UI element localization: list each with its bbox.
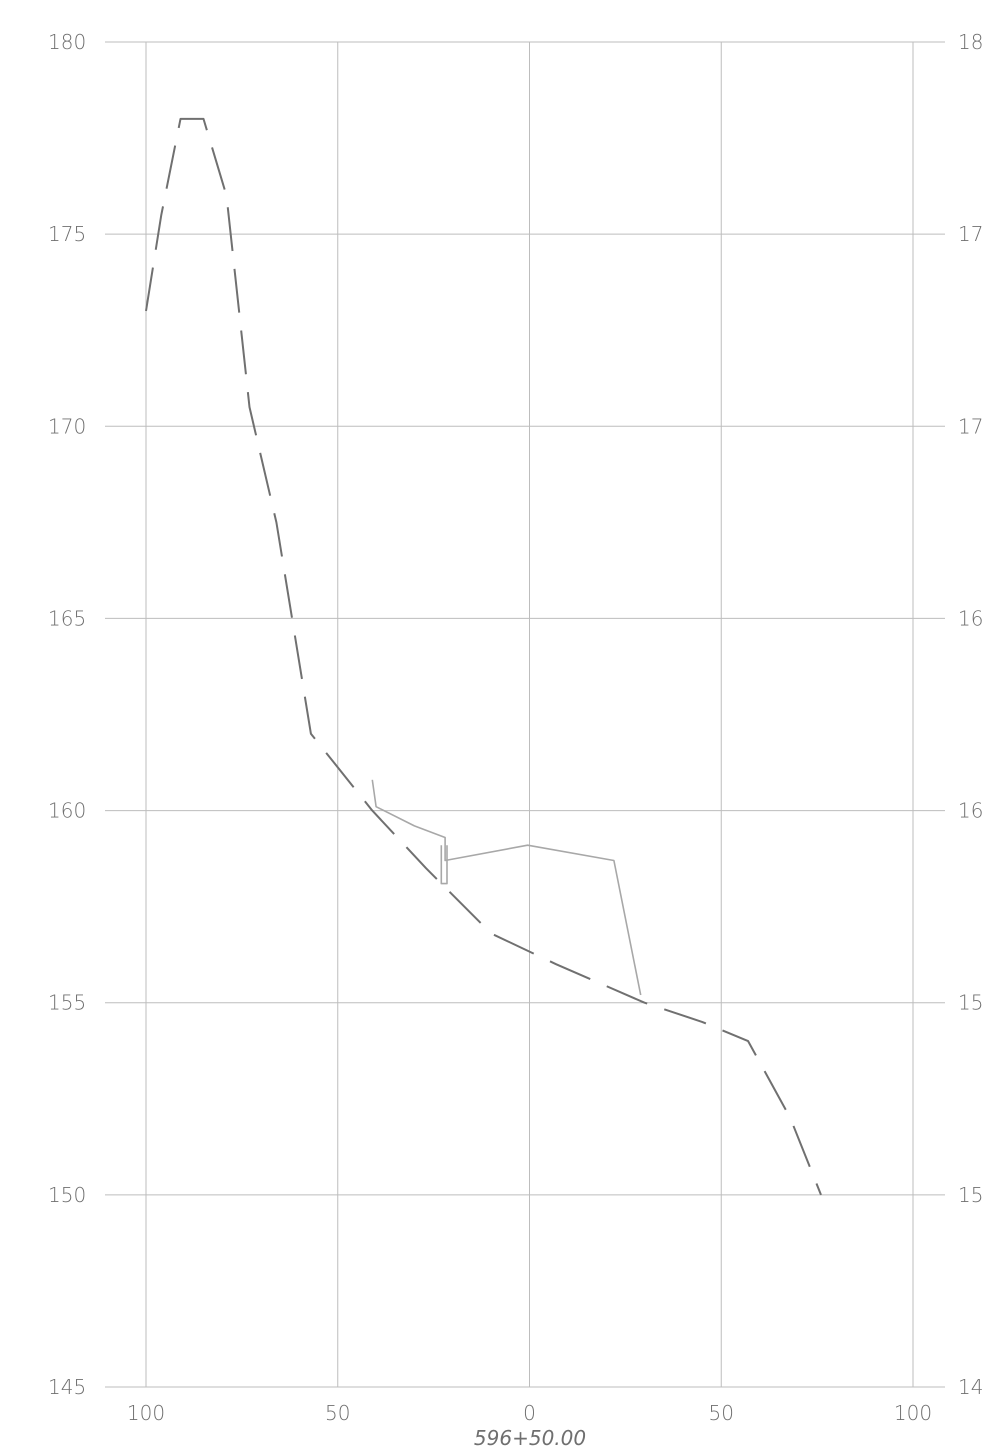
y-tick-label-left: 150: [48, 1183, 86, 1207]
x-tick-label: 0: [523, 1401, 536, 1425]
y-tick-label-left: 165: [48, 606, 86, 630]
x-axis-labels: 100 50 0 50 100: [127, 1401, 932, 1425]
y-tick-label-right: 16: [958, 799, 983, 823]
y-tick-label-left: 180: [48, 30, 86, 54]
y-tick-label-right: 15: [958, 991, 983, 1015]
y-tick-label-right: 16: [958, 606, 983, 630]
y-tick-label-right: 17: [958, 222, 983, 246]
proposed-section-line: [440, 845, 448, 885]
y-tick-label-left: 175: [48, 222, 86, 246]
x-tick-label: 50: [709, 1401, 734, 1425]
y-tick-label-left: 160: [48, 799, 86, 823]
y-tick-label-right: 17: [958, 414, 983, 438]
y-tick-label-left: 170: [48, 414, 86, 438]
proposed-section-line: [371, 779, 642, 996]
y-tick-label-left: 145: [48, 1375, 86, 1399]
ground-profile-dashed-line: [145, 117, 822, 1196]
series-layer: [145, 117, 822, 1196]
x-tick-label: 100: [127, 1401, 165, 1425]
y-axis-left-labels: 145 150 155 160 165 170 175 180: [48, 30, 86, 1399]
x-tick-label: 50: [325, 1401, 350, 1425]
y-tick-label-right: 14: [958, 1375, 983, 1399]
y-axis-right-labels: 14 15 15 16 16 17 17 18: [958, 30, 983, 1399]
station-label: 596+50.00: [474, 1426, 586, 1450]
y-tick-label-right: 15: [958, 1183, 983, 1207]
y-tick-label-left: 155: [48, 991, 86, 1015]
grid-layer: [105, 41, 945, 1388]
y-tick-label-right: 18: [958, 30, 983, 54]
x-tick-label: 100: [894, 1401, 932, 1425]
